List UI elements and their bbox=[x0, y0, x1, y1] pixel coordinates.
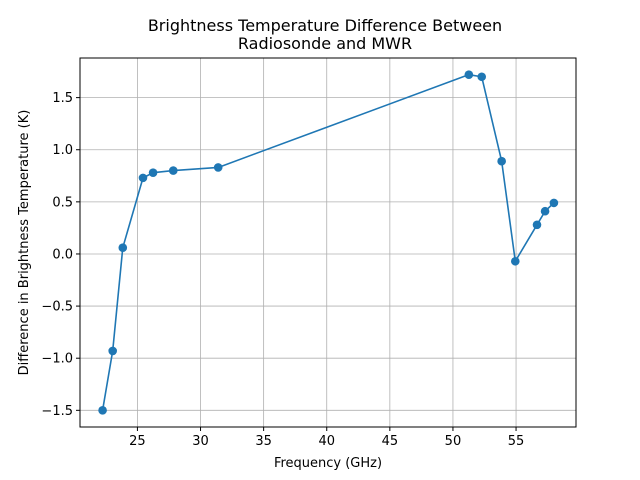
data-point bbox=[148, 168, 158, 177]
chart-title-line-2: Radiosonde and MWR bbox=[238, 34, 412, 53]
data-point bbox=[213, 163, 223, 172]
data-point bbox=[464, 70, 474, 79]
y-tick-label: 0.0 bbox=[52, 247, 73, 262]
data-point bbox=[168, 166, 178, 175]
data-point bbox=[477, 72, 487, 82]
series-layer bbox=[98, 70, 559, 415]
y-tick-label: 1.5 bbox=[52, 91, 73, 106]
chart-title-line-1: Brightness Temperature Difference Betwee… bbox=[148, 16, 502, 35]
x-tick-label: 50 bbox=[445, 434, 462, 449]
data-point bbox=[98, 406, 107, 415]
y-tick-label: 1.0 bbox=[52, 143, 73, 158]
y-tick-label: −1.0 bbox=[41, 352, 73, 367]
data-point bbox=[118, 243, 128, 253]
ticks: 25 30 35 40 45 50 55 −1.5 −1.0 −0.5 0.0 0.5 1.0 1.5 bbox=[41, 91, 524, 449]
data-point bbox=[108, 346, 117, 356]
y-tick-label: 0.5 bbox=[52, 195, 73, 210]
x-axis-label: Frequency (GHz) bbox=[274, 456, 382, 471]
plot-frame bbox=[79, 57, 577, 428]
data-point bbox=[540, 206, 550, 216]
x-tick-label: 35 bbox=[255, 434, 272, 449]
y-axis-label: Difference in Brightness Temperature (K) bbox=[17, 110, 32, 376]
y-tick-label: −0.5 bbox=[41, 300, 73, 315]
grid bbox=[80, 58, 576, 427]
series-line bbox=[101, 73, 555, 411]
x-tick-label: 40 bbox=[318, 434, 335, 449]
data-point bbox=[549, 198, 559, 208]
x-tick-label: 25 bbox=[129, 434, 146, 449]
data-point bbox=[510, 256, 520, 266]
x-tick-label: 55 bbox=[508, 434, 525, 449]
x-tick-label: 45 bbox=[382, 434, 399, 449]
data-point bbox=[497, 156, 506, 166]
data-point bbox=[138, 173, 148, 183]
x-tick-label: 30 bbox=[192, 434, 209, 449]
y-tick-label: −1.5 bbox=[41, 404, 73, 419]
data-point bbox=[532, 220, 542, 230]
